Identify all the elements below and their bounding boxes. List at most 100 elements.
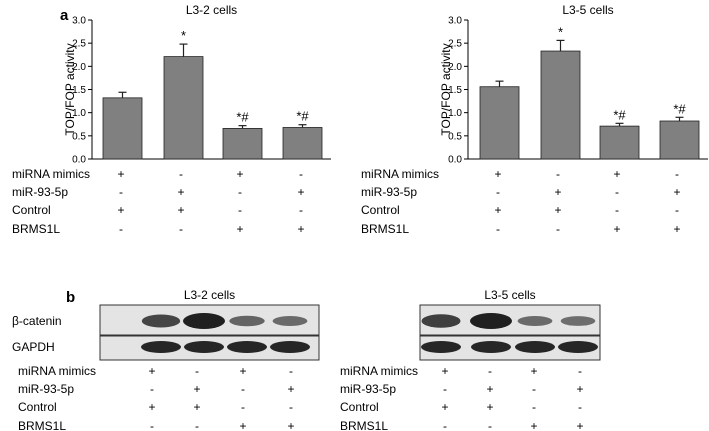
blot1-condition-label: miR-93-5p <box>18 382 74 396</box>
blot1-condition-sign: + <box>287 382 294 396</box>
blot1-beta-catenin-band <box>229 315 265 327</box>
chart1-bar <box>222 128 263 160</box>
chart1-condition-sign: - <box>179 222 183 236</box>
blot2-condition-sign: - <box>532 382 536 396</box>
chart1-condition-sign: - <box>119 185 123 199</box>
chart1-condition-sign: - <box>238 203 242 217</box>
blot1-condition-sign: + <box>193 400 200 414</box>
blot1-condition-sign: - <box>150 382 154 396</box>
blot2-condition-sign: + <box>441 400 448 414</box>
chart1-condition-sign: + <box>177 185 184 199</box>
blot1-condition-label: Control <box>18 400 57 414</box>
blot1-condition-sign: - <box>289 364 293 378</box>
blot2-condition-sign: - <box>443 419 447 431</box>
blot1-condition-sign: + <box>239 364 246 378</box>
chart2-bar <box>599 125 640 160</box>
blot1-beta-catenin-band <box>272 316 308 326</box>
chart1-bar <box>163 56 204 160</box>
blot1-condition-sign: + <box>287 419 294 431</box>
chart2-y-tick-label: 1.5 <box>448 85 462 96</box>
chart2-y-tick-label: 2.5 <box>448 39 462 50</box>
chart2-bar <box>479 86 520 160</box>
blot1-condition-sign: + <box>148 400 155 414</box>
blot1-condition-sign: - <box>289 400 293 414</box>
blot1-condition-sign: + <box>148 364 155 378</box>
chart2-condition-label: miR-93-5p <box>361 185 417 199</box>
blot-row-label-gapdh: GAPDH <box>12 340 55 354</box>
chart1-condition-sign: - <box>238 185 242 199</box>
chart2-y-tick-label: 0.0 <box>448 155 462 166</box>
chart1-y-tick-label: 1.0 <box>72 108 86 119</box>
chart2-condition-label: miRNA mimics <box>361 167 439 181</box>
blot2-gapdh-band <box>471 341 511 353</box>
blot1-condition-label: BRMS1L <box>18 419 66 431</box>
chart2-condition-sign: + <box>554 203 561 217</box>
blot1-gapdh-band <box>141 341 181 353</box>
blot1-condition-sign: - <box>241 400 245 414</box>
blot2-condition-sign: - <box>443 382 447 396</box>
blot2-condition-sign: - <box>532 400 536 414</box>
chart2-y-tick-label: 3.0 <box>448 16 462 27</box>
chart2-condition-sign: - <box>496 222 500 236</box>
blot1-condition-sign: - <box>195 364 199 378</box>
chart1-condition-sign: + <box>177 203 184 217</box>
chart1-y-tick-label: 2.5 <box>72 39 86 50</box>
blot1-condition-sign: + <box>193 382 200 396</box>
chart2-condition-label: Control <box>361 203 400 217</box>
chart2-condition-sign: + <box>673 185 680 199</box>
chart2-condition-sign: - <box>675 167 679 181</box>
blot1-title: L3-2 cells <box>184 288 235 302</box>
blot2-condition-label: BRMS1L <box>340 419 388 431</box>
chart1-condition-sign: + <box>117 167 124 181</box>
chart1-bar <box>102 97 143 160</box>
panel-b-label: b <box>66 289 75 306</box>
blot1-beta-catenin-band <box>141 314 181 328</box>
blot2-gapdh-band <box>558 341 598 353</box>
chart2-condition-sign: + <box>494 203 501 217</box>
blot2-condition-sign: + <box>530 364 537 378</box>
chart2-condition-sign: + <box>613 167 620 181</box>
chart2-condition-sign: - <box>675 203 679 217</box>
chart2-condition-sign: + <box>613 222 620 236</box>
blot1-condition-sign: + <box>239 419 246 431</box>
blot2-beta-catenin-band <box>470 313 512 329</box>
chart1-y-axis-label: TOP/FOP activity <box>63 43 77 135</box>
chart2-condition-sign: + <box>494 167 501 181</box>
chart1-title: L3-2 cells <box>186 3 237 17</box>
blot2-beta-catenin-band <box>560 316 596 326</box>
chart2-significance-mark: *# <box>673 101 686 116</box>
blot-row-label-beta-catenin: β-catenin <box>12 314 62 328</box>
blot2-condition-sign: + <box>576 419 583 431</box>
blot2-condition-sign: - <box>578 400 582 414</box>
blot2-condition-sign: + <box>576 382 583 396</box>
blot2-condition-sign: + <box>486 400 493 414</box>
chart1-y-tick-label: 1.5 <box>72 85 86 96</box>
chart2-y-tick-label: 1.0 <box>448 108 462 119</box>
chart1-condition-sign: - <box>119 222 123 236</box>
chart2-condition-sign: - <box>556 222 560 236</box>
chart1-condition-sign: + <box>297 222 304 236</box>
chart1-condition-label: miR-93-5p <box>12 185 68 199</box>
chart1-condition-sign: - <box>299 167 303 181</box>
blot1-condition-sign: - <box>195 419 199 431</box>
chart1-bar <box>282 127 323 160</box>
chart1-condition-sign: + <box>236 222 243 236</box>
blot2-gapdh-band <box>421 341 461 353</box>
chart2-bar <box>540 50 581 160</box>
blot1-condition-sign: - <box>150 419 154 431</box>
chart1-condition-sign: + <box>117 203 124 217</box>
chart2-y-axis-label: TOP/FOP activity <box>439 43 453 135</box>
blot2-condition-label: Control <box>340 400 379 414</box>
chart1-significance-mark: *# <box>296 109 309 124</box>
blot1-condition-sign: - <box>241 382 245 396</box>
chart1-condition-label: Control <box>12 203 51 217</box>
panel-a-label: a <box>60 7 69 24</box>
chart1-y-tick-label: 3.0 <box>72 16 86 27</box>
chart1-condition-label: miRNA mimics <box>12 167 90 181</box>
chart1-y-tick-label: 0.0 <box>72 155 86 166</box>
blot2-condition-sign: + <box>530 419 537 431</box>
chart2-significance-mark: *# <box>613 107 626 122</box>
blot2-condition-label: miR-93-5p <box>340 382 396 396</box>
chart1-significance-mark: * <box>181 28 186 43</box>
